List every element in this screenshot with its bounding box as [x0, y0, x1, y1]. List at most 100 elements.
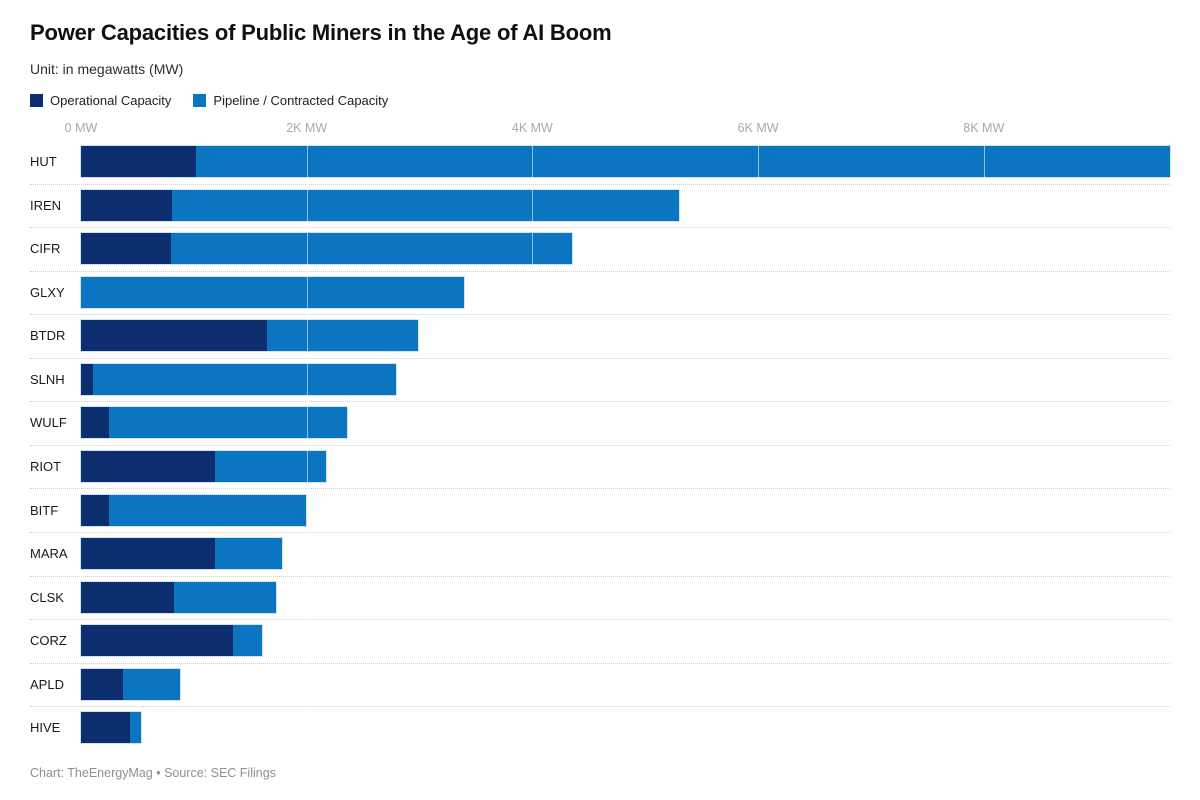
row-separator	[30, 532, 1170, 534]
bar-row-cifr: CIFR	[0, 230, 1200, 274]
bar-row-apld: APLD	[0, 666, 1200, 710]
x-axis: 0 MW 2K MW 4K MW 6K MW 8K MW	[0, 121, 1200, 139]
category-label-hut: HUT	[30, 154, 57, 169]
bar-btdr	[79, 319, 420, 353]
chart-title: Power Capacities of Public Miners in the…	[30, 20, 612, 45]
chart-credit: Chart: TheEnergyMag • Source: SEC Filing…	[30, 766, 276, 780]
pipeline-segment	[171, 233, 572, 265]
row-separator	[30, 619, 1170, 621]
bar-clsk	[79, 580, 278, 614]
axis-tick-label: 6K MW	[737, 121, 779, 135]
operational-segment	[81, 189, 173, 221]
pipeline-segment	[129, 712, 141, 744]
axis-tick-label: 0 MW	[64, 121, 98, 135]
pipeline-segment	[215, 538, 282, 570]
row-separator	[30, 357, 1170, 359]
bar-row-bitf: BITF	[0, 492, 1200, 536]
category-label-riot: RIOT	[30, 458, 62, 474]
pipeline-segment	[267, 320, 419, 352]
bar-row-hive: HIVE	[0, 709, 1200, 753]
bar-apld	[80, 667, 181, 701]
category-label-glxy: GLXY	[30, 284, 65, 300]
category-label-bitf: BITF	[30, 502, 59, 518]
pipeline-segment	[215, 450, 327, 482]
category-label-hive: HIVE	[30, 720, 61, 736]
bar-glxy	[80, 275, 465, 309]
pipeline-segment	[233, 625, 263, 657]
pipeline-segment	[109, 494, 307, 526]
category-label-slnh: SLNH	[30, 371, 65, 387]
category-label-wulf: WULF	[30, 415, 67, 431]
legend-item-operational: Operational Capacity	[30, 93, 171, 108]
row-separator	[30, 227, 1170, 229]
bar-row-iren: IREN	[0, 187, 1200, 231]
category-label-mara: MARA	[30, 546, 68, 562]
category-label-corz: CORZ	[30, 633, 67, 649]
bar-mara	[80, 537, 283, 571]
bar-hive	[80, 711, 142, 745]
pipeline-swatch-icon	[193, 94, 207, 107]
operational-segment	[81, 233, 172, 265]
bar-row-corz: CORZ	[0, 622, 1200, 666]
operational-segment	[81, 146, 197, 177]
category-label-btdr: BTDR	[30, 328, 66, 344]
bar-riot	[79, 449, 328, 483]
operational-segment	[81, 625, 234, 657]
operational-segment	[81, 712, 130, 744]
bar-row-btdr: BTDR	[0, 317, 1200, 361]
legend-item-pipeline: Pipeline / Contracted Capacity	[193, 93, 388, 108]
bar-row-wulf: WULF	[0, 404, 1200, 448]
operational-segment	[81, 320, 268, 352]
row-separator	[30, 183, 1170, 185]
axis-tick-label: 8K MW	[963, 121, 1005, 135]
bar-row-hut: HUT	[0, 143, 1200, 187]
legend-label: Pipeline / Contracted Capacity	[213, 93, 389, 108]
pipeline-segment	[196, 146, 1170, 177]
operational-segment	[81, 407, 109, 439]
pipeline-segment	[122, 668, 180, 700]
bar-slnh	[80, 362, 397, 396]
bar-iren	[79, 188, 681, 222]
operational-swatch-icon	[30, 94, 43, 107]
bar-hut	[80, 145, 1171, 178]
pipeline-segment	[174, 581, 277, 613]
category-label-clsk: CLSK	[30, 589, 64, 605]
operational-segment	[81, 494, 110, 526]
bar-row-clsk: CLSK	[0, 579, 1200, 623]
category-label-iren: IREN	[30, 197, 62, 213]
legend: Operational Capacity Pipeline / Contract…	[30, 93, 388, 108]
row-separator	[30, 401, 1170, 403]
operational-segment	[81, 538, 216, 570]
pipeline-segment	[172, 189, 680, 221]
axis-tick-label: 4K MW	[511, 121, 553, 135]
operational-segment	[81, 581, 175, 613]
row-separator	[30, 488, 1170, 490]
axis-tick-label: 2K MW	[286, 121, 328, 135]
legend-label: Operational Capacity	[50, 93, 172, 108]
operational-segment	[81, 450, 216, 482]
bar-row-mara: MARA	[0, 535, 1200, 579]
chart-subtitle: Unit: in megawatts (MW)	[30, 61, 184, 77]
row-separator	[30, 444, 1170, 446]
bar-corz	[79, 624, 264, 658]
bar-row-glxy: GLXY	[0, 274, 1200, 318]
category-label-apld: APLD	[30, 676, 64, 692]
bar-wulf	[79, 406, 349, 440]
row-separator	[30, 575, 1170, 577]
operational-segment	[81, 363, 93, 395]
row-separator	[30, 662, 1170, 664]
bar-rows: HUT IREN CIFR GLXY BTDR SLNH WULF RIOT BITF MARA C…	[0, 143, 1200, 758]
pipeline-segment	[108, 407, 348, 439]
operational-segment	[81, 668, 123, 700]
category-label-cifr: CIFR	[30, 241, 61, 257]
row-separator	[30, 706, 1170, 708]
pipeline-segment	[92, 363, 396, 395]
bar-cifr	[80, 232, 573, 266]
row-separator	[30, 270, 1170, 272]
bar-row-slnh: SLNH	[0, 361, 1200, 405]
pipeline-segment	[81, 276, 464, 308]
row-separator	[30, 314, 1170, 316]
bar-row-riot: RIOT	[0, 448, 1200, 492]
bar-bitf	[79, 493, 308, 527]
